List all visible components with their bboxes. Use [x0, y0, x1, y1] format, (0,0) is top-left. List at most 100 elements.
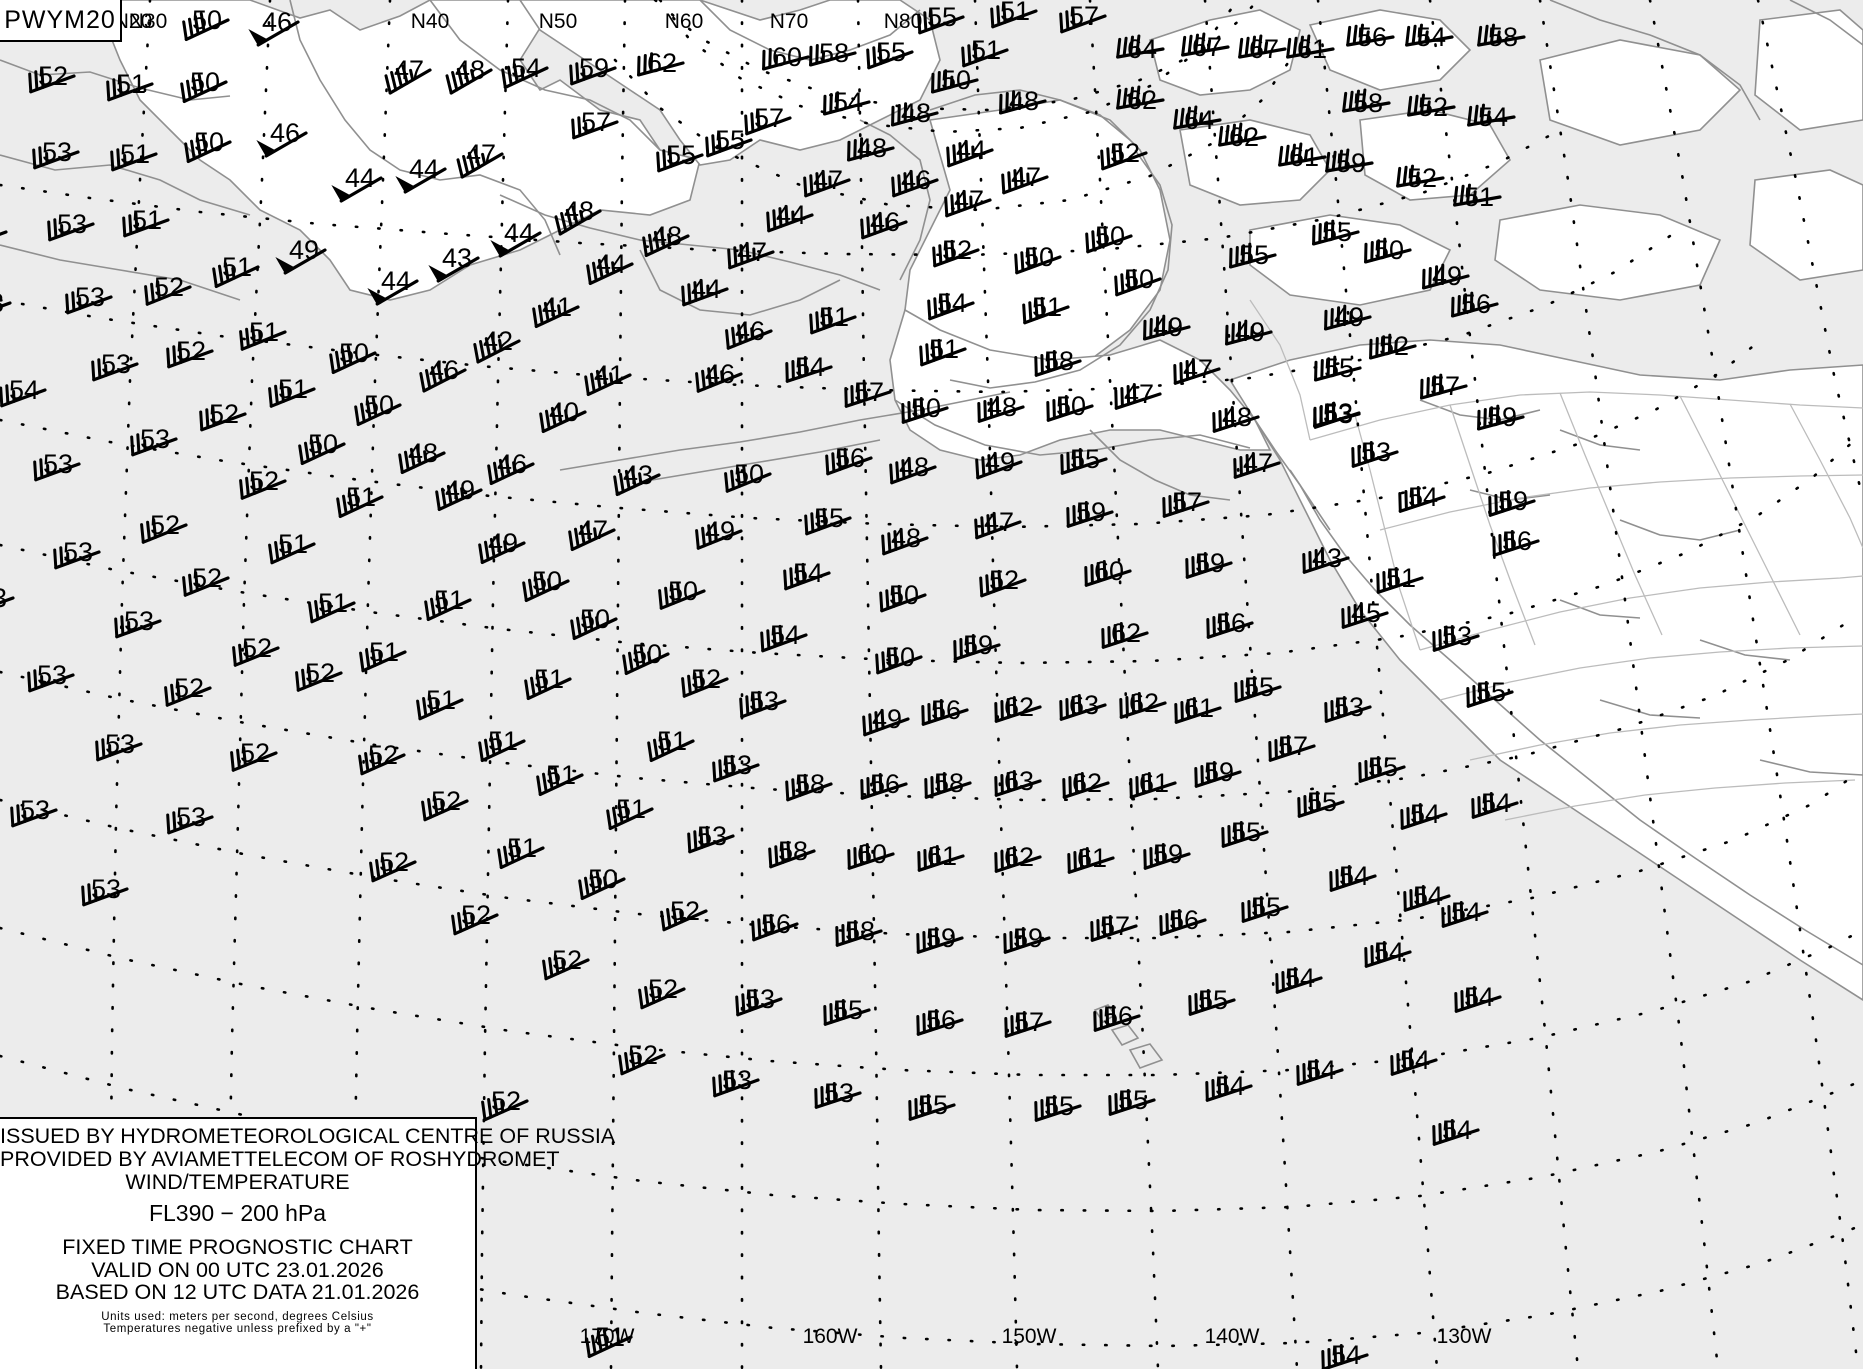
temperature-label: 57 — [581, 107, 611, 137]
station-observation: 53 — [735, 984, 783, 1017]
temperature-label: 54 — [1339, 861, 1369, 891]
wind-barb-full-feather — [1194, 993, 1198, 1014]
temperature-label: 51 — [488, 726, 518, 756]
wind-barb-full-feather — [589, 873, 596, 895]
wind-barb-full-feather — [1490, 23, 1495, 45]
wind-barb-full-feather — [642, 236, 648, 257]
temperature-label: 62 — [1111, 618, 1141, 648]
temperature-label: 47 — [954, 185, 984, 215]
wind-barb-full-feather — [1114, 1093, 1118, 1114]
station-observation: 53 — [95, 729, 143, 762]
station-observation: 53 — [130, 424, 178, 457]
station-observation: 59 — [916, 923, 964, 954]
wind-barb-full-feather — [314, 600, 320, 621]
wind-barb-half-feather — [1486, 110, 1491, 124]
wind-barb-full-feather — [587, 611, 594, 632]
temperature-label: 50 — [192, 5, 222, 35]
wind-barb-full-feather — [1171, 911, 1176, 932]
station-observation: 56 — [751, 909, 799, 942]
wind-barb-full-feather — [398, 453, 404, 474]
wind-barb-full-feather — [809, 313, 814, 335]
temperature-label: 50 — [364, 390, 394, 420]
temperature-label: 48 — [899, 452, 929, 482]
wind-barb-full-feather — [602, 1329, 609, 1350]
wind-barb-full-feather — [346, 345, 353, 366]
wind-barb-full-feather — [59, 546, 64, 567]
wind-barb-half-feather — [1415, 171, 1420, 185]
wind-barb-full-feather — [1313, 408, 1317, 429]
wind-barb-shaft — [0, 596, 15, 605]
temperature-label: 51 — [222, 252, 252, 282]
wind-barb-full-feather — [666, 908, 672, 929]
temperature-label: 57 — [1430, 371, 1460, 401]
wind-barb-full-feather — [928, 1011, 933, 1032]
wind-barb-full-feather — [974, 518, 979, 540]
station-observation: 47 — [456, 139, 504, 179]
station-observation: 63 — [1059, 690, 1107, 721]
station-observation: 54 — [1275, 963, 1323, 994]
wind-barb-full-feather — [856, 383, 861, 404]
wind-barb-full-feather — [922, 1013, 926, 1034]
wind-barb-half-feather — [909, 108, 914, 122]
temperature-label: 58 — [778, 836, 808, 866]
wind-barb-full-feather — [1077, 694, 1082, 715]
station-observation: 54 — [1471, 788, 1519, 819]
temperature-label: 59 — [1013, 923, 1043, 953]
wind-barb-half-feather — [287, 543, 292, 557]
wind-barb-full-feather — [672, 905, 678, 926]
temperature-label: 53 — [824, 1078, 854, 1108]
wind-barb-full-feather — [987, 454, 992, 475]
wind-barb-full-feather — [1078, 448, 1083, 469]
temperature-label: 52 — [154, 272, 184, 302]
wind-barb-full-feather — [1409, 164, 1414, 186]
wind-barb-full-feather — [1108, 915, 1113, 936]
station-observation: 52 — [164, 673, 212, 707]
station-observation: 51 — [268, 374, 316, 408]
wind-barb-full-feather — [1233, 458, 1237, 479]
wind-barb-full-feather — [926, 1094, 931, 1115]
wind-barb-full-feather — [885, 589, 890, 610]
temperature-label: 57 — [1069, 1, 1099, 31]
wind-barb-full-feather — [705, 825, 710, 847]
wind-barb-full-feather — [1126, 385, 1131, 406]
wind-barb-full-feather — [484, 540, 490, 562]
wind-barb-pennant — [367, 288, 388, 305]
wind-barb-full-feather — [71, 291, 76, 312]
wind-barb-full-feather — [687, 283, 692, 304]
wind-barb-full-feather — [1489, 792, 1494, 813]
wind-barb-full-feather — [717, 132, 722, 153]
wind-barb-full-feather — [1492, 536, 1496, 557]
wind-barb-full-feather — [847, 849, 851, 870]
wind-barb-full-feather — [298, 444, 304, 465]
wind-barb-full-feather — [1173, 108, 1179, 130]
temperature-label: 55 — [1476, 677, 1506, 707]
wind-barb-full-feather — [950, 239, 955, 261]
wind-barb-full-feather — [1096, 562, 1101, 583]
station-observation: 56 — [1093, 1001, 1141, 1032]
wind-barb-full-feather — [365, 399, 372, 421]
wind-barb-full-feather — [859, 845, 864, 866]
wind-barb-full-feather — [1329, 871, 1333, 892]
wind-barb-full-feather — [120, 615, 125, 636]
wind-barb-full-feather — [1111, 1005, 1116, 1026]
wind-barb-full-feather — [1122, 87, 1128, 109]
wind-barb-half-feather — [520, 68, 525, 81]
wind-barb-full-feather — [484, 738, 490, 760]
wind-barb-full-feather — [831, 452, 836, 473]
wind-barb-full-feather — [445, 74, 453, 95]
wind-barb-full-feather — [1000, 700, 1004, 721]
wind-barb-full-feather — [53, 548, 58, 570]
temperature-label: 50 — [632, 639, 662, 669]
station-observation: 51 — [212, 252, 260, 288]
temperature-label: 47 — [737, 237, 767, 267]
temperature-label: 60 — [772, 42, 802, 72]
wind-barb-full-feather — [1382, 941, 1387, 962]
longitude-tick-label: 140W — [1205, 1325, 1260, 1348]
wind-barb-full-feather — [182, 20, 188, 41]
wind-barb-full-feather — [336, 497, 342, 518]
wind-barb-full-feather — [1185, 558, 1189, 579]
wind-barb-full-feather — [1181, 35, 1187, 57]
wind-barb-full-feather — [144, 285, 149, 306]
wind-barb-half-feather — [503, 540, 508, 553]
wind-barb-full-feather — [597, 258, 604, 280]
